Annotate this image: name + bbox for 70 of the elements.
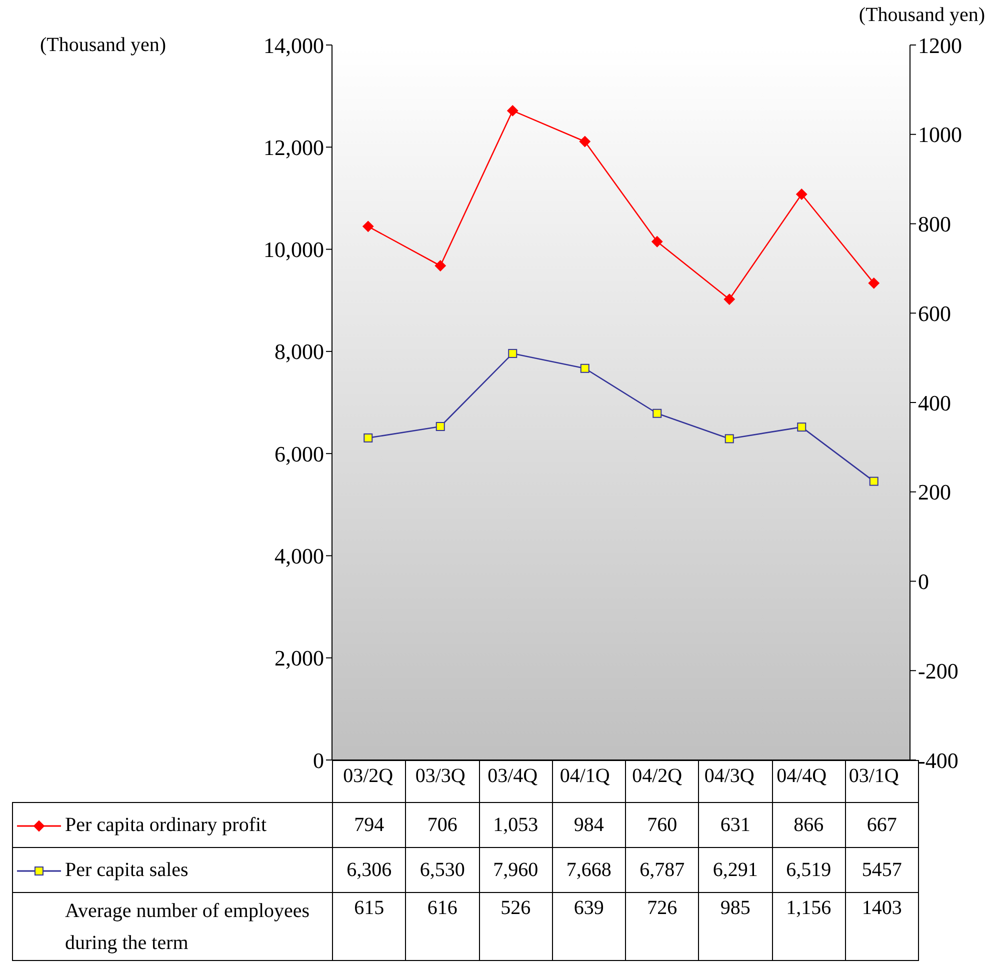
x-tick-label: 04/2Q (632, 765, 683, 788)
y2-tick-label: 1000 (918, 122, 962, 148)
y2-tick-label: 800 (918, 212, 951, 237)
y-tick-label: 4,000 (274, 544, 324, 569)
text: 616 (406, 892, 479, 960)
data-label: 6,787 (626, 848, 699, 892)
point (796, 188, 808, 200)
data-label: 706 (406, 802, 479, 848)
point (362, 220, 374, 232)
data-label: 7,960 (479, 848, 552, 892)
point (507, 105, 518, 116)
y2-tick-label: 1200 (918, 32, 962, 58)
text: 985 (698, 892, 772, 960)
y2-tick-label: 200 (918, 480, 951, 505)
point (436, 422, 445, 432)
y2-tick-label: 0 (918, 569, 929, 594)
y-tick-label: 10,000 (264, 237, 324, 262)
y2-tick-label: -400 (918, 748, 958, 773)
point (652, 236, 663, 248)
point (364, 433, 373, 442)
y2-tick-label: -200 (918, 658, 958, 684)
x-tick-label: 04/1Q (560, 765, 610, 788)
point (868, 278, 880, 289)
data-label: 984 (552, 802, 626, 848)
point (797, 422, 806, 432)
point (724, 294, 735, 305)
y2-tick-label: 600 (918, 300, 951, 326)
data-label: 6,306 (332, 848, 406, 892)
text: 1403 (845, 892, 918, 960)
y-tick-label: 12,000 (264, 134, 324, 160)
y-tick-label: 0 (313, 748, 324, 773)
x-tick-label: 04/3Q (704, 765, 755, 788)
data-label: 667 (845, 802, 918, 848)
legend-label: Per capita ordinary profit (12, 802, 332, 848)
text: 615 (332, 892, 406, 960)
data-label: 6,519 (772, 848, 846, 892)
point (434, 260, 446, 272)
x-tick-label: 03/4Q (488, 765, 538, 788)
y-tick-label: 8,000 (274, 339, 324, 364)
y2-axis-title: (Thousand yen) (858, 4, 985, 27)
point (724, 434, 734, 444)
data-label: 6,291 (698, 848, 772, 892)
text: 639 (552, 892, 626, 960)
x-tick-label: 03/3Q (415, 765, 466, 788)
point (869, 476, 878, 486)
y-axis-title: (Thousand yen) (40, 34, 166, 57)
y-tick-label: 2,000 (274, 646, 324, 671)
y-tick-label: 14,000 (264, 32, 324, 58)
text: 1,156 (772, 892, 846, 960)
text: 726 (626, 892, 699, 960)
data-label: 794 (332, 802, 406, 848)
text: Average number of employees during the term (12, 892, 332, 960)
point (579, 136, 590, 148)
y2-tick-label: 400 (918, 390, 951, 416)
point (580, 364, 590, 373)
x-tick-label: 04/4Q (776, 765, 828, 788)
data-label: 1,053 (479, 802, 552, 848)
legend-label: Per capita sales (12, 848, 332, 892)
point (652, 408, 662, 418)
data-label: 760 (626, 802, 699, 848)
data-label: 866 (772, 802, 846, 848)
data-label: 7,668 (552, 848, 626, 892)
data-label: 5457 (845, 848, 918, 892)
point (508, 348, 518, 358)
data-label: 631 (698, 802, 772, 848)
data-label: 6,530 (406, 848, 479, 892)
text: 526 (479, 892, 552, 960)
x-tick-label: 03/2Q (343, 765, 394, 788)
x-tick-label: 03/1Q (848, 765, 900, 788)
y-tick-label: 6,000 (274, 441, 324, 466)
